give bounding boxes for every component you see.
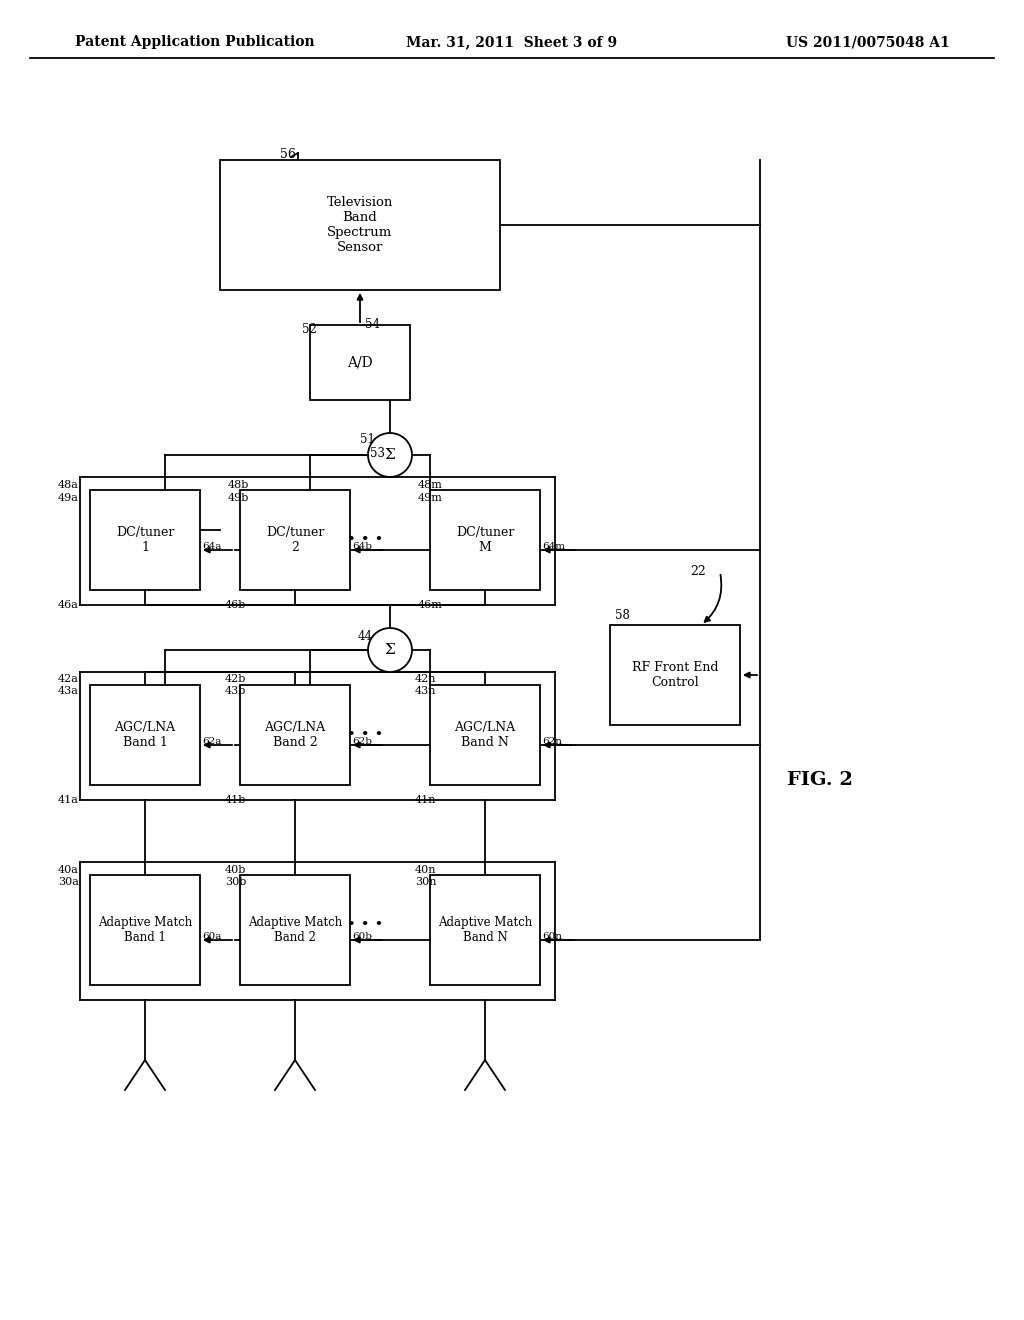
Bar (310, 325, 410, 400)
Text: Adaptive Match
Band N: Adaptive Match Band N (438, 916, 532, 944)
Bar (430, 875, 540, 985)
Text: A/D: A/D (347, 355, 373, 370)
Text: 40a: 40a (58, 865, 79, 875)
Text: 64a: 64a (202, 543, 221, 550)
Text: 62a: 62a (202, 737, 221, 746)
Text: 46a: 46a (58, 601, 79, 610)
Text: 64b: 64b (352, 543, 372, 550)
Text: 60b: 60b (352, 932, 372, 941)
Text: 62n: 62n (542, 737, 562, 746)
Text: Σ: Σ (385, 643, 395, 657)
Bar (610, 624, 740, 725)
Text: Television
Band
Spectrum
Sensor: Television Band Spectrum Sensor (327, 195, 393, 253)
Text: 60a: 60a (202, 932, 221, 941)
Bar (220, 160, 500, 290)
Text: • • •: • • • (347, 917, 383, 932)
Text: AGC/LNA
Band 2: AGC/LNA Band 2 (264, 721, 326, 748)
Text: 41n: 41n (415, 795, 436, 805)
Text: 40b: 40b (225, 865, 247, 875)
Text: 42b: 42b (225, 675, 247, 684)
Text: 46m: 46m (418, 601, 442, 610)
Text: 48a: 48a (58, 480, 79, 490)
Text: 42n: 42n (415, 675, 436, 684)
Text: 48b: 48b (228, 480, 250, 490)
Text: DC/tuner
1: DC/tuner 1 (116, 525, 174, 554)
Bar (240, 875, 350, 985)
Text: 30n: 30n (415, 876, 436, 887)
Text: 60n: 60n (542, 932, 562, 941)
Text: DC/tuner
M: DC/tuner M (456, 525, 514, 554)
Bar (90, 875, 200, 985)
Bar (240, 685, 350, 785)
Text: 44: 44 (358, 630, 373, 643)
Text: RF Front End
Control: RF Front End Control (632, 661, 718, 689)
Bar (430, 490, 540, 590)
Text: 53: 53 (370, 447, 385, 459)
Text: 52: 52 (302, 323, 316, 337)
Text: 49b: 49b (228, 492, 250, 503)
Text: 51: 51 (360, 433, 375, 446)
Text: • • •: • • • (347, 729, 383, 742)
Text: Σ: Σ (385, 447, 395, 462)
Text: 49m: 49m (418, 492, 442, 503)
Circle shape (368, 628, 412, 672)
Text: AGC/LNA
Band N: AGC/LNA Band N (455, 721, 515, 748)
Text: 30a: 30a (58, 876, 79, 887)
Text: 42a: 42a (58, 675, 79, 684)
Text: 43b: 43b (225, 686, 247, 696)
Text: 40n: 40n (415, 865, 436, 875)
Text: US 2011/0075048 A1: US 2011/0075048 A1 (786, 36, 950, 49)
Text: DC/tuner
2: DC/tuner 2 (266, 525, 325, 554)
Circle shape (368, 433, 412, 477)
Text: 41a: 41a (58, 795, 79, 805)
Text: 48m: 48m (418, 480, 442, 490)
Text: 56: 56 (280, 148, 296, 161)
Text: • • •: • • • (347, 533, 383, 546)
Text: 54: 54 (365, 318, 380, 331)
Text: Adaptive Match
Band 1: Adaptive Match Band 1 (98, 916, 193, 944)
Text: Patent Application Publication: Patent Application Publication (75, 36, 314, 49)
Bar (240, 490, 350, 590)
Text: 41b: 41b (225, 795, 247, 805)
Text: 49a: 49a (58, 492, 79, 503)
Text: 30b: 30b (225, 876, 247, 887)
Text: 43a: 43a (58, 686, 79, 696)
Text: 46b: 46b (225, 601, 247, 610)
Text: 22: 22 (690, 565, 706, 578)
Bar (90, 685, 200, 785)
Text: Mar. 31, 2011  Sheet 3 of 9: Mar. 31, 2011 Sheet 3 of 9 (407, 36, 617, 49)
Text: 64m: 64m (542, 543, 565, 550)
Bar (430, 685, 540, 785)
Text: Adaptive Match
Band 2: Adaptive Match Band 2 (248, 916, 342, 944)
Text: 43n: 43n (415, 686, 436, 696)
Text: FIG. 2: FIG. 2 (787, 771, 853, 789)
Text: 58: 58 (615, 609, 630, 622)
Text: 62b: 62b (352, 737, 372, 746)
Bar (90, 490, 200, 590)
Text: AGC/LNA
Band 1: AGC/LNA Band 1 (115, 721, 175, 748)
